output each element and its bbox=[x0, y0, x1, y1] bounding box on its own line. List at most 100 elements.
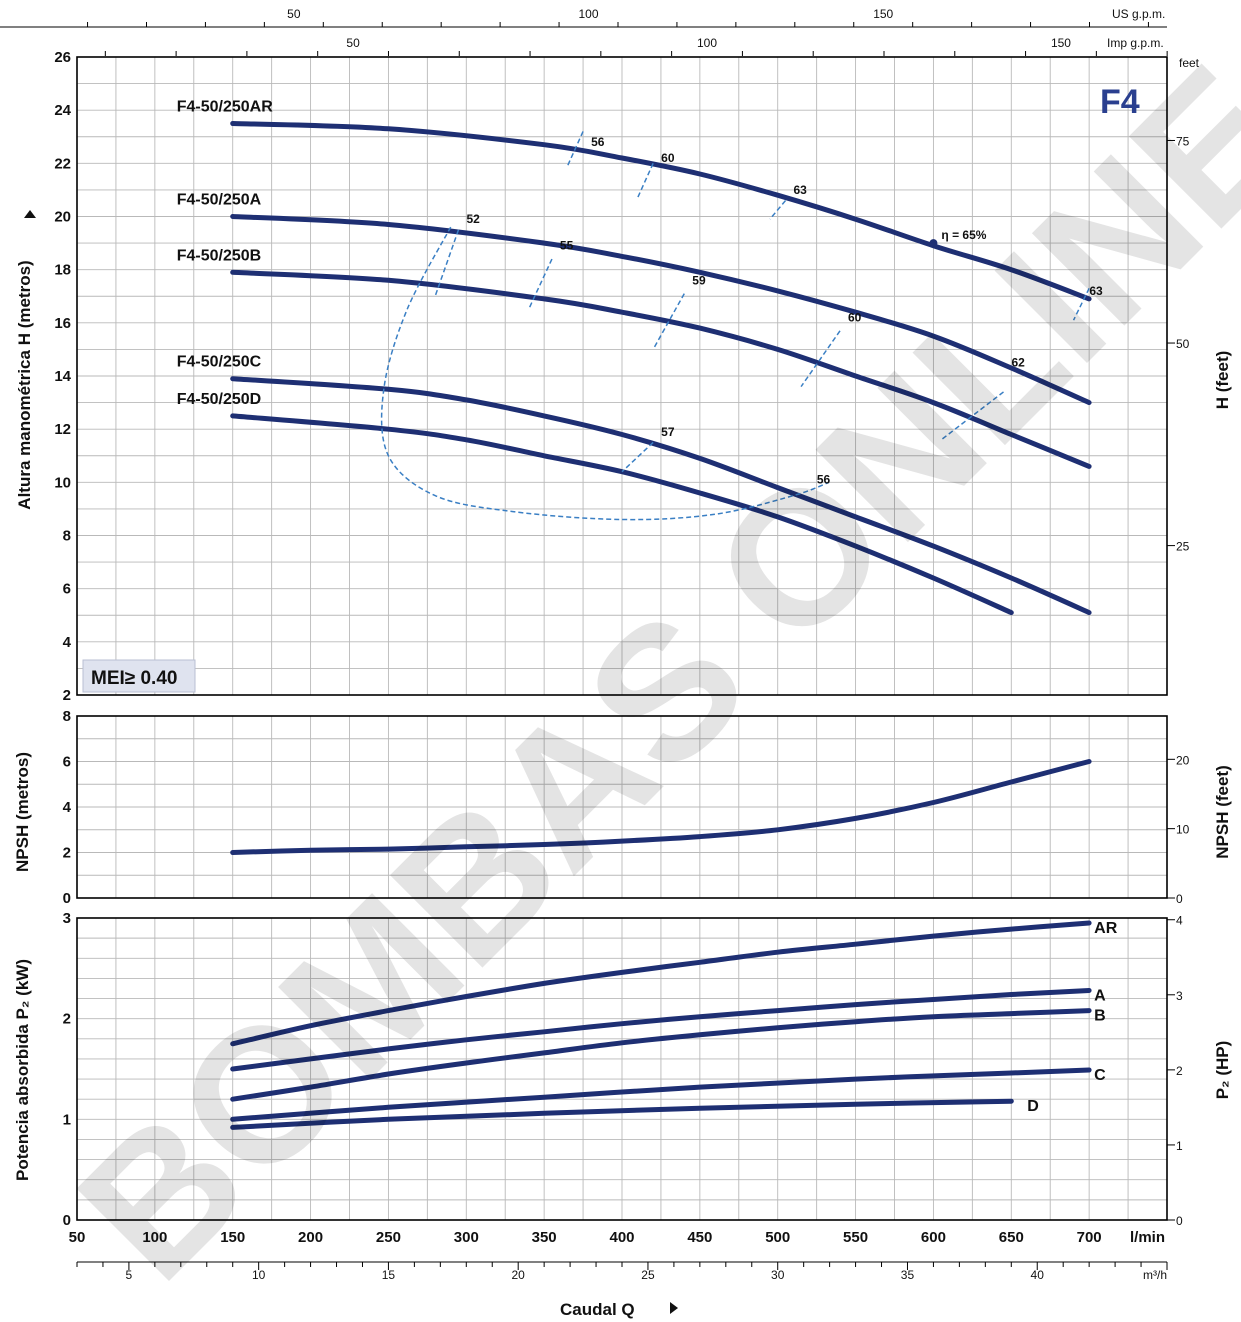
2-y-tick-label: 2 bbox=[63, 1011, 71, 1028]
imp-gpm-tick-label: 50 bbox=[346, 36, 360, 50]
efficiency-label: 63 bbox=[1089, 284, 1103, 298]
power-curve bbox=[230, 1098, 1014, 1130]
efficiency-label: 59 bbox=[692, 273, 706, 287]
npsh-curve bbox=[230, 759, 1092, 855]
x-tick-label: 400 bbox=[609, 1229, 634, 1246]
head-curve-label: F4-50/250B bbox=[177, 247, 262, 264]
1-y-tick-label: 8 bbox=[63, 708, 71, 725]
1-y-tick-label: 6 bbox=[63, 754, 71, 771]
imp-gpm-tick-label: 150 bbox=[1051, 36, 1071, 50]
power-curve-label: AR bbox=[1094, 920, 1118, 937]
us-gpm-unit-label: US g.p.m. bbox=[1112, 7, 1165, 21]
1-y-tick-label: 2 bbox=[63, 845, 71, 862]
power-curve bbox=[230, 920, 1092, 1047]
0-y-tick-label: 22 bbox=[54, 155, 71, 172]
x-tick-label: 350 bbox=[532, 1229, 557, 1246]
panel-frame bbox=[76, 917, 1168, 1221]
right-tick-label: 20 bbox=[1176, 753, 1190, 767]
power-curve-label: B bbox=[1094, 1008, 1106, 1025]
right-tick-label: 25 bbox=[1176, 540, 1190, 554]
efficiency-isoline bbox=[800, 330, 841, 388]
m3h-tick-label: 40 bbox=[1031, 1268, 1045, 1282]
power-curve-label: D bbox=[1027, 1098, 1039, 1115]
right-tick-label: 10 bbox=[1176, 823, 1190, 837]
0-y-tick-label: 4 bbox=[63, 634, 72, 651]
right-tick-label: 1 bbox=[1176, 1139, 1183, 1153]
grid bbox=[76, 56, 1168, 1221]
right-tick-label: 3 bbox=[1176, 989, 1183, 1003]
efficiency-isoline bbox=[1072, 287, 1090, 321]
efficiency-isoline bbox=[940, 391, 1004, 441]
us-gpm-tick-label: 150 bbox=[873, 7, 893, 21]
0-y-tick-label: 26 bbox=[54, 49, 71, 66]
x-tick-label: 550 bbox=[843, 1229, 868, 1246]
efficiency-label: 60 bbox=[661, 151, 675, 165]
efficiency-label: η = 65% bbox=[941, 228, 986, 242]
head-curve bbox=[230, 121, 1092, 302]
x-tick-label: 50 bbox=[69, 1229, 86, 1246]
efficiency-label: 60 bbox=[848, 310, 862, 324]
x-axis-arrow-icon bbox=[670, 1302, 678, 1314]
us-gpm-tick-label: 100 bbox=[579, 7, 599, 21]
0-y-tick-label: 8 bbox=[63, 528, 71, 545]
power-y2-axis-title: P₂ (HP) bbox=[1213, 1041, 1232, 1100]
head-curve bbox=[230, 214, 1092, 406]
m3h-tick-label: 35 bbox=[901, 1268, 915, 1282]
efficiency-label: 55 bbox=[560, 239, 574, 253]
power-curve bbox=[230, 1008, 1092, 1102]
y-axis-arrow-icon bbox=[24, 210, 36, 218]
curves bbox=[230, 121, 1092, 1130]
efficiency-isoline bbox=[566, 131, 584, 167]
efficiency-isoline bbox=[434, 229, 460, 297]
0-y-tick-label: 16 bbox=[54, 315, 71, 332]
us-gpm-tick-label: 50 bbox=[287, 7, 301, 21]
m3h-tick-label: 25 bbox=[641, 1268, 655, 1282]
efficiency-label: 56 bbox=[591, 135, 605, 149]
x-tick-label: 650 bbox=[999, 1229, 1024, 1246]
right-tick-label: 0 bbox=[1176, 1214, 1183, 1228]
right-tick-label: 4 bbox=[1176, 914, 1183, 928]
imp-gpm-unit-label: Imp g.p.m. bbox=[1107, 36, 1164, 50]
efficiency-isoline bbox=[652, 293, 685, 350]
x-tick-label: 250 bbox=[376, 1229, 401, 1246]
x-tick-label: 200 bbox=[298, 1229, 323, 1246]
head-curve-label: F4-50/250C bbox=[177, 354, 262, 371]
x-tick-label: 300 bbox=[454, 1229, 479, 1246]
m3h-unit-label: m³/h bbox=[1143, 1268, 1167, 1282]
right-tick-label: 0 bbox=[1176, 892, 1183, 906]
right-tick-label: 75 bbox=[1176, 134, 1190, 148]
x-tick-label: 100 bbox=[142, 1229, 167, 1246]
x-unit-label: l/min bbox=[1130, 1229, 1165, 1246]
efficiency-label: 63 bbox=[794, 183, 808, 197]
head-curve-label: F4-50/250A bbox=[177, 192, 262, 209]
x-tick-label: 700 bbox=[1077, 1229, 1102, 1246]
head-y-axis-title: Altura manométrica H (metros) bbox=[15, 260, 34, 509]
power-curve-label: A bbox=[1094, 987, 1106, 1004]
power-curve bbox=[230, 1067, 1092, 1122]
labels: 2468101214161820222426024680123255075fee… bbox=[0, 7, 1241, 1319]
head-curve bbox=[230, 376, 1092, 616]
efficiency-isoline bbox=[527, 258, 553, 310]
head-curve bbox=[230, 413, 1014, 616]
right-tick-label: 2 bbox=[1176, 1064, 1183, 1078]
x-axis-title: Caudal Q bbox=[560, 1300, 635, 1319]
mei-badge-label: MEI≥ 0.40 bbox=[91, 668, 177, 689]
feet-unit-label: feet bbox=[1179, 56, 1200, 70]
power-curve bbox=[230, 988, 1092, 1072]
0-y-tick-label: 24 bbox=[54, 102, 71, 119]
m3h-tick-label: 10 bbox=[252, 1268, 266, 1282]
0-y-tick-label: 18 bbox=[54, 262, 71, 279]
efficiency-isoline bbox=[621, 441, 654, 473]
0-y-tick-label: 12 bbox=[54, 421, 71, 438]
power-curve-label: C bbox=[1094, 1067, 1106, 1084]
x-tick-label: 450 bbox=[687, 1229, 712, 1246]
npsh-y2-axis-title: NPSH (feet) bbox=[1213, 765, 1232, 859]
efficiency-label: 56 bbox=[817, 473, 831, 487]
2-y-tick-label: 0 bbox=[63, 1212, 71, 1229]
panel-frame bbox=[76, 715, 1168, 899]
model-label: F4 bbox=[1100, 83, 1140, 121]
efficiency-loop bbox=[380, 226, 830, 521]
x-tick-label: 500 bbox=[765, 1229, 790, 1246]
mei-badge bbox=[82, 659, 196, 693]
